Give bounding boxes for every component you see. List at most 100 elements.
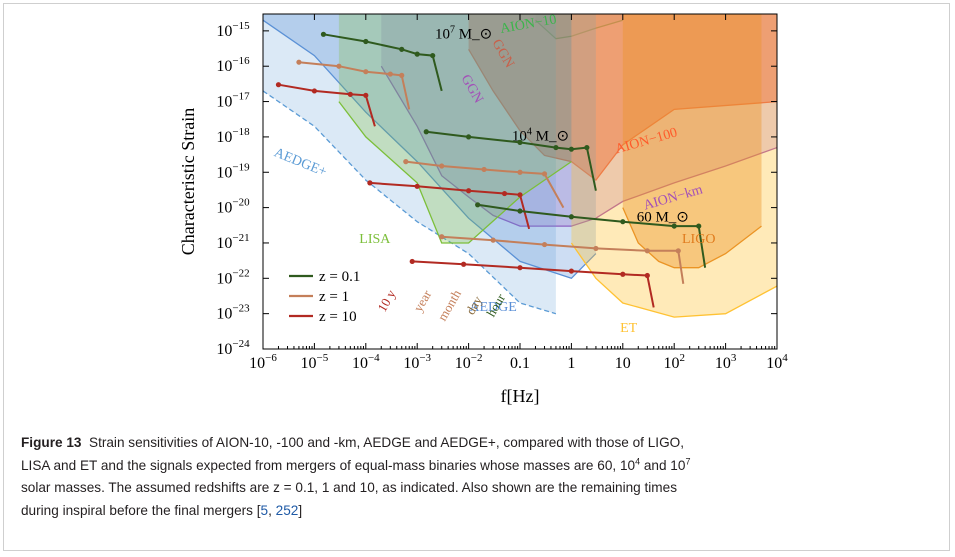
region-aion-100: [468, 14, 777, 181]
signal-point: [517, 208, 523, 214]
signal-point: [644, 272, 650, 279]
signal-point: [430, 52, 436, 59]
region-label: AEDGE+: [272, 145, 329, 180]
caption-label: Figure 13: [21, 435, 82, 450]
signal-point: [439, 163, 445, 169]
x-tick-label: 102: [663, 352, 685, 372]
region-ligo: [622, 14, 762, 268]
region-label: LISA: [359, 232, 391, 247]
mass-label: 104 M_⊙: [512, 126, 569, 144]
y-tick-label: 10−24: [216, 338, 250, 358]
plot-area: [263, 14, 777, 318]
caption-text-1: Strain sensitivities of AION-10, -100 an…: [89, 435, 684, 450]
legend-label: z = 0.1: [319, 269, 360, 285]
caption-text-2a: LISA and ET and the signals expected fro…: [21, 457, 636, 473]
curve-aion-km: [380, 65, 777, 227]
reference-link-5[interactable]: 5: [260, 502, 269, 518]
signal-point: [414, 51, 420, 57]
signal-point: [517, 169, 523, 175]
signal-point: [481, 166, 487, 173]
signal-point: [475, 202, 481, 208]
x-tick-label: 0.1: [510, 355, 530, 372]
signal-track-1: [298, 61, 411, 110]
x-axis-label: f[Hz]: [501, 386, 540, 406]
x-tick-label: 10−4: [352, 352, 380, 372]
caption-line-2: LISA and ET and the signals expected fro…: [21, 455, 941, 478]
x-tick-label: 10−6: [249, 352, 277, 372]
signal-point: [466, 134, 472, 140]
signal-point: [336, 63, 342, 69]
x-tick-label: 104: [766, 352, 788, 372]
x-tick-label: 10−3: [403, 352, 431, 372]
y-tick-label: 10−19: [216, 161, 250, 181]
region-aion-km: [381, 14, 777, 227]
signal-point: [461, 261, 467, 267]
signal-point: [296, 59, 302, 65]
signal-point: [671, 223, 677, 229]
signal-point: [541, 241, 548, 248]
x-tick-label: 10: [615, 355, 631, 372]
signal-point: [275, 82, 282, 88]
signal-point: [490, 237, 496, 243]
time-label: month: [434, 287, 464, 324]
signal-point: [414, 183, 420, 189]
y-axis-label: Characteristic Strain: [178, 108, 198, 255]
y-tick-label: 10−21: [216, 232, 249, 252]
strain-sensitivity-plot: 10−6 10−5 10−4 10−3 10−2 0.1 1 10 102 103 104 10−15…: [178, 12, 788, 406]
signal-point: [568, 214, 575, 220]
signal-point: [466, 188, 472, 194]
signal-track-0: [323, 33, 443, 92]
curve-ligo: [622, 207, 762, 269]
signal-point: [363, 92, 369, 98]
caption-text-4a: during inspiral before the final mergers…: [21, 502, 261, 518]
x-tick-label: 10−5: [301, 352, 329, 372]
signal-point: [620, 219, 626, 225]
caption-ref-sep: ,: [268, 502, 276, 518]
reference-link-252[interactable]: 252: [275, 502, 299, 518]
signal-point: [644, 248, 650, 254]
signal-point: [363, 38, 369, 45]
caption-sup-2: 7: [685, 455, 691, 466]
figure-frame: 10−6 10−5 10−4 10−3 10−2 0.1 1 10 102 103 104 10−15…: [3, 3, 950, 551]
caption-line-1: Figure 13 Strain sensitivities of AION-1…: [21, 432, 941, 455]
y-tick-label: 10−22: [216, 267, 249, 287]
region-aedge: [263, 14, 596, 279]
signal-point: [517, 139, 523, 145]
legend-label: z = 10: [319, 309, 357, 325]
y-tick-label: 10−20: [216, 197, 250, 217]
caption-sup-1: 4: [635, 455, 641, 466]
signal-point: [553, 144, 559, 151]
region-et: [571, 14, 777, 318]
signal-point: [675, 248, 681, 254]
signal-point: [409, 258, 415, 265]
caption-line-3: solar masses. The assumed redshifts are …: [21, 480, 677, 495]
signal-point: [517, 192, 523, 198]
region-label: LIGO: [682, 232, 715, 247]
caption-line-4: during inspiral before the final mergers…: [21, 500, 941, 523]
y-tick-label: 10−16: [216, 55, 250, 75]
signal-point: [320, 31, 327, 37]
signal-point: [584, 144, 590, 151]
time-label: year: [410, 287, 435, 314]
y-tick-label: 10−17: [216, 91, 250, 111]
mass-label: 107 M_⊙: [435, 25, 492, 43]
signal-point: [387, 71, 393, 77]
region-lisa: [338, 14, 572, 243]
signal-track-4: [405, 160, 565, 209]
signal-point: [399, 72, 405, 78]
signal-point: [593, 245, 599, 252]
signal-point: [347, 91, 353, 97]
x-tick-label: 1: [567, 355, 575, 372]
mass-label: 60 M_⊙: [637, 210, 689, 226]
signal-point: [541, 171, 548, 177]
signal-point: [367, 180, 373, 186]
x-tick-label: 103: [715, 352, 737, 372]
y-tick-label: 10−23: [216, 303, 250, 323]
figure-caption: Figure 13 Strain sensitivities of AION-1…: [21, 432, 941, 522]
y-tick-label: 10−18: [216, 126, 250, 146]
signal-track-5: [369, 181, 531, 230]
signal-point: [403, 159, 409, 165]
signal-point: [568, 146, 575, 152]
signal-point: [399, 46, 405, 52]
x-tick-label: 10−2: [455, 352, 483, 372]
